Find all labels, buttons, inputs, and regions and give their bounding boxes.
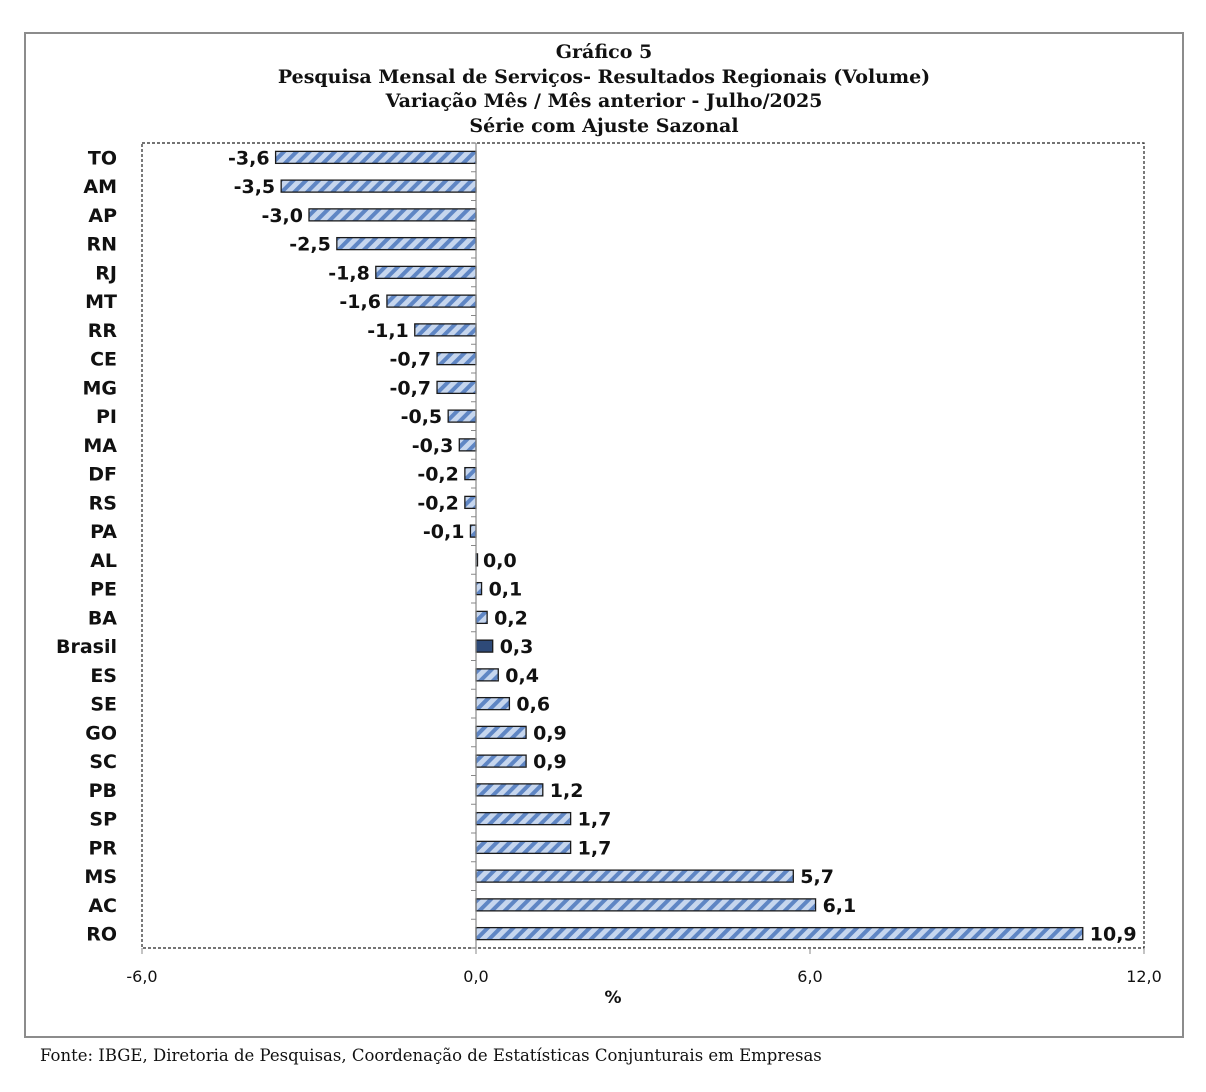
category-label: PR xyxy=(88,837,117,859)
data-label: 0,9 xyxy=(533,751,567,773)
x-tick-label: -6,0 xyxy=(126,967,157,986)
bar-ro xyxy=(475,926,1084,941)
bar-ce xyxy=(436,351,477,366)
category-label: SE xyxy=(90,694,117,716)
bar-to xyxy=(274,150,477,165)
category-label: MA xyxy=(83,435,117,457)
category-label: PI xyxy=(96,406,117,428)
bar-sp xyxy=(475,811,572,826)
data-label: -0,7 xyxy=(389,377,431,399)
bar-go xyxy=(475,725,527,740)
chart-title-line-4: Série com Ajuste Sazonal xyxy=(469,114,739,137)
chart-title-line-1: Gráfico 5 xyxy=(555,41,653,63)
data-label: 1,7 xyxy=(578,837,612,859)
bar-se xyxy=(475,696,511,711)
data-label: -3,0 xyxy=(261,205,303,227)
data-label: -1,1 xyxy=(367,320,409,342)
data-label: -0,7 xyxy=(389,349,431,371)
category-label: ES xyxy=(90,665,117,687)
data-label: -3,6 xyxy=(228,147,270,169)
data-label: 1,2 xyxy=(550,780,584,802)
bar-am xyxy=(280,179,477,193)
chart-title-line-2: Pesquisa Mensal de Serviços- Resultados … xyxy=(277,65,931,88)
bar-pb xyxy=(475,783,544,797)
category-label: MS xyxy=(84,866,117,888)
data-label: -3,5 xyxy=(234,176,276,198)
data-label: -0,2 xyxy=(417,464,459,486)
bar-es xyxy=(475,668,499,682)
bar-brasil xyxy=(475,639,494,653)
category-label: RR xyxy=(88,320,118,342)
category-label: AP xyxy=(88,205,117,227)
data-label: 6,1 xyxy=(823,895,857,917)
data-label: -1,6 xyxy=(339,291,381,313)
data-label: 0,4 xyxy=(505,665,539,687)
data-label: -0,1 xyxy=(423,521,465,543)
chart-title-line-3: Variação Mês / Mês anterior - Julho/2025 xyxy=(385,90,823,112)
bar-rn xyxy=(336,236,477,251)
bar-pe xyxy=(475,581,483,596)
category-label: AM xyxy=(83,176,117,198)
category-label: AL xyxy=(90,550,117,572)
bar-df xyxy=(464,466,477,481)
bar-sc xyxy=(475,754,527,768)
data-label: 0,9 xyxy=(533,722,567,744)
bar-ap xyxy=(308,208,477,222)
data-label: 0,3 xyxy=(500,636,534,658)
plot-area xyxy=(141,142,1145,949)
data-label: 0,2 xyxy=(494,607,528,629)
category-label: SP xyxy=(89,809,117,831)
data-label: -2,5 xyxy=(289,234,331,256)
data-label: -0,2 xyxy=(417,492,459,514)
data-label: 10,9 xyxy=(1090,924,1137,946)
bar-ac xyxy=(475,898,817,912)
bar-ba xyxy=(475,610,488,625)
data-label: 0,6 xyxy=(516,694,550,716)
category-label: RS xyxy=(89,492,117,514)
category-label: RO xyxy=(86,924,117,946)
category-label: RN xyxy=(86,234,117,256)
category-label: MT xyxy=(85,291,117,313)
data-label: 0,1 xyxy=(489,579,523,601)
bar-ma xyxy=(458,438,477,452)
category-label: PB xyxy=(89,780,117,802)
chart-title-block: Gráfico 5 Pesquisa Mensal de Serviços- R… xyxy=(24,40,1184,138)
data-label: -1,8 xyxy=(328,262,370,284)
bar-pr xyxy=(475,840,572,855)
source-footer: Fonte: IBGE, Diretoria de Pesquisas, Coo… xyxy=(40,1046,822,1065)
category-label: MG xyxy=(82,377,117,399)
category-label: PE xyxy=(90,579,117,601)
category-label: PA xyxy=(90,521,117,543)
data-label: 5,7 xyxy=(800,866,834,888)
category-label: DF xyxy=(88,464,117,486)
category-label: Brasil xyxy=(56,636,117,658)
bar-rr xyxy=(414,323,477,337)
bar-rj xyxy=(375,265,477,280)
category-label: GO xyxy=(85,722,117,744)
category-label: TO xyxy=(88,147,117,169)
bar-mg xyxy=(436,380,477,395)
x-tick-label: 12,0 xyxy=(1126,967,1162,986)
bar-ms xyxy=(475,869,794,883)
x-tick-label: 0,0 xyxy=(463,967,488,986)
bar-mt xyxy=(386,294,477,308)
bar-rs xyxy=(464,495,477,510)
bar-pa xyxy=(469,524,477,538)
data-label: 0,0 xyxy=(483,550,517,572)
data-label: -0,5 xyxy=(401,406,443,428)
category-label: SC xyxy=(89,751,117,773)
category-label: BA xyxy=(88,607,117,629)
data-label: 1,7 xyxy=(578,809,612,831)
bar-pi xyxy=(447,409,477,423)
x-tick-label: 6,0 xyxy=(797,967,822,986)
category-label: AC xyxy=(88,895,117,917)
category-label: RJ xyxy=(95,262,117,284)
data-label: -0,3 xyxy=(412,435,454,457)
category-label: CE xyxy=(90,349,117,371)
x-axis-label: % xyxy=(604,988,621,1008)
